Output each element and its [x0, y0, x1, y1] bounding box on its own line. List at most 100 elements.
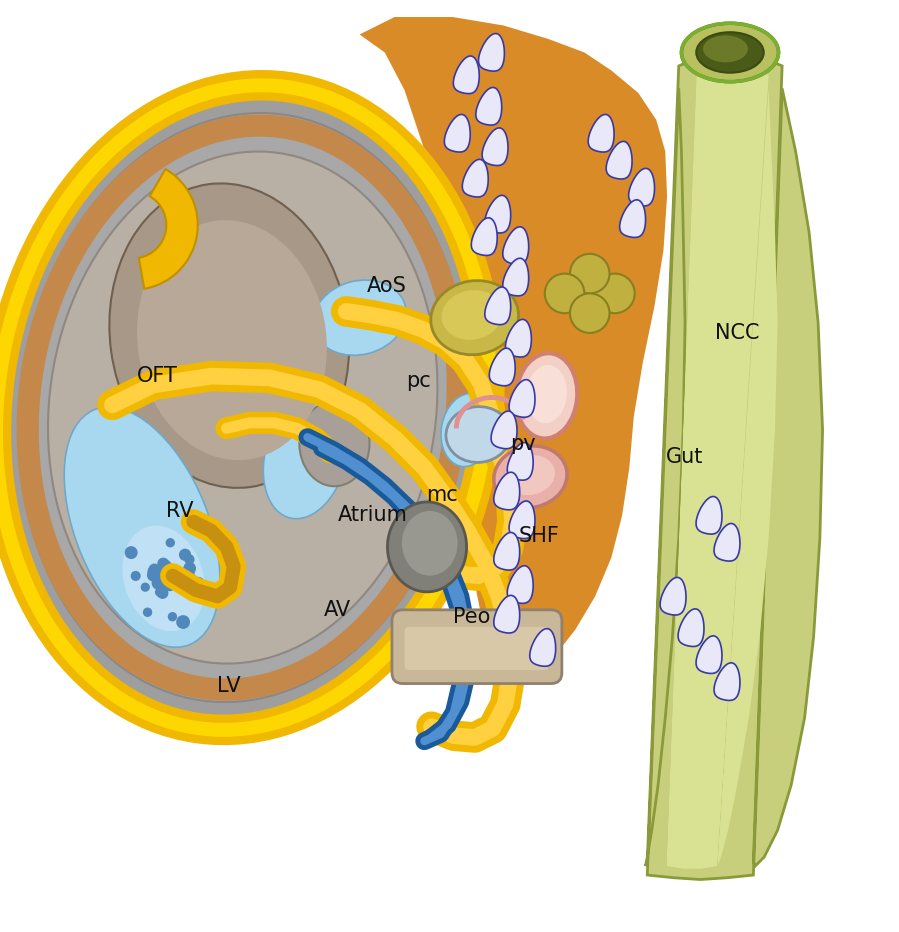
Circle shape	[184, 569, 195, 579]
Polygon shape	[478, 34, 504, 71]
Polygon shape	[482, 128, 508, 166]
Ellipse shape	[387, 502, 467, 592]
Polygon shape	[619, 199, 645, 238]
Ellipse shape	[681, 23, 779, 82]
Circle shape	[153, 568, 166, 582]
Circle shape	[156, 572, 171, 586]
Polygon shape	[360, 17, 667, 668]
Polygon shape	[453, 56, 479, 93]
Polygon shape	[444, 115, 470, 152]
Polygon shape	[491, 411, 517, 448]
Text: NCC: NCC	[715, 323, 760, 343]
Circle shape	[143, 608, 152, 617]
Circle shape	[158, 570, 169, 582]
Ellipse shape	[441, 393, 494, 467]
Text: AV: AV	[324, 600, 351, 620]
FancyBboxPatch shape	[405, 627, 548, 670]
Ellipse shape	[0, 85, 489, 730]
Polygon shape	[494, 532, 520, 570]
Ellipse shape	[313, 280, 406, 355]
Text: Peo: Peo	[453, 607, 491, 627]
Ellipse shape	[19, 113, 467, 702]
Polygon shape	[645, 48, 823, 880]
Polygon shape	[696, 497, 722, 534]
Circle shape	[130, 571, 141, 581]
Circle shape	[545, 274, 584, 313]
Polygon shape	[485, 287, 511, 324]
Ellipse shape	[122, 526, 205, 631]
Ellipse shape	[263, 395, 348, 519]
Circle shape	[147, 569, 159, 582]
Polygon shape	[660, 578, 686, 615]
Polygon shape	[606, 142, 632, 179]
Circle shape	[152, 576, 165, 590]
Polygon shape	[714, 524, 740, 561]
Polygon shape	[509, 379, 535, 418]
Circle shape	[161, 560, 172, 571]
Circle shape	[157, 557, 169, 569]
Ellipse shape	[431, 281, 519, 355]
Circle shape	[155, 587, 165, 596]
Text: pv: pv	[511, 433, 536, 454]
Circle shape	[176, 615, 190, 629]
Circle shape	[165, 538, 175, 547]
Circle shape	[140, 582, 150, 592]
Circle shape	[165, 582, 175, 591]
Ellipse shape	[703, 35, 748, 62]
Ellipse shape	[402, 511, 458, 576]
Circle shape	[155, 568, 167, 581]
Ellipse shape	[299, 401, 369, 487]
Polygon shape	[489, 349, 515, 386]
Circle shape	[168, 612, 177, 622]
Circle shape	[595, 274, 635, 313]
Text: LV: LV	[218, 677, 241, 696]
Circle shape	[148, 564, 160, 575]
Text: SHF: SHF	[519, 527, 560, 546]
Polygon shape	[530, 629, 556, 666]
Circle shape	[191, 577, 205, 590]
Circle shape	[183, 562, 196, 575]
Ellipse shape	[48, 152, 438, 664]
Polygon shape	[471, 218, 497, 255]
Circle shape	[156, 579, 165, 589]
Circle shape	[184, 555, 194, 565]
Polygon shape	[507, 566, 533, 603]
Circle shape	[125, 546, 138, 559]
Polygon shape	[509, 501, 535, 539]
Polygon shape	[628, 169, 654, 206]
Text: RV: RV	[166, 501, 193, 521]
Circle shape	[156, 581, 165, 590]
Ellipse shape	[516, 353, 577, 438]
Text: Atrium: Atrium	[338, 505, 408, 526]
Polygon shape	[476, 88, 502, 125]
Ellipse shape	[64, 407, 220, 648]
Polygon shape	[507, 443, 533, 480]
Polygon shape	[588, 115, 614, 152]
Wedge shape	[138, 169, 198, 289]
Circle shape	[156, 587, 168, 599]
Ellipse shape	[137, 220, 327, 460]
Text: Gut: Gut	[666, 447, 704, 467]
Polygon shape	[714, 663, 740, 701]
Ellipse shape	[526, 365, 567, 423]
Text: mc: mc	[426, 485, 458, 505]
Ellipse shape	[494, 445, 567, 508]
Polygon shape	[678, 609, 704, 647]
Ellipse shape	[110, 184, 349, 487]
Polygon shape	[494, 473, 520, 510]
Polygon shape	[462, 159, 488, 197]
Text: pc: pc	[405, 371, 431, 391]
Circle shape	[179, 549, 191, 561]
Polygon shape	[494, 596, 520, 633]
Polygon shape	[696, 636, 722, 674]
Circle shape	[154, 571, 165, 583]
Ellipse shape	[446, 406, 511, 462]
Ellipse shape	[506, 455, 555, 495]
Polygon shape	[505, 320, 531, 357]
Circle shape	[570, 254, 610, 294]
Text: AoS: AoS	[367, 276, 406, 296]
Circle shape	[147, 566, 161, 579]
Polygon shape	[503, 258, 529, 295]
Text: OFT: OFT	[137, 366, 178, 386]
Polygon shape	[503, 226, 529, 265]
